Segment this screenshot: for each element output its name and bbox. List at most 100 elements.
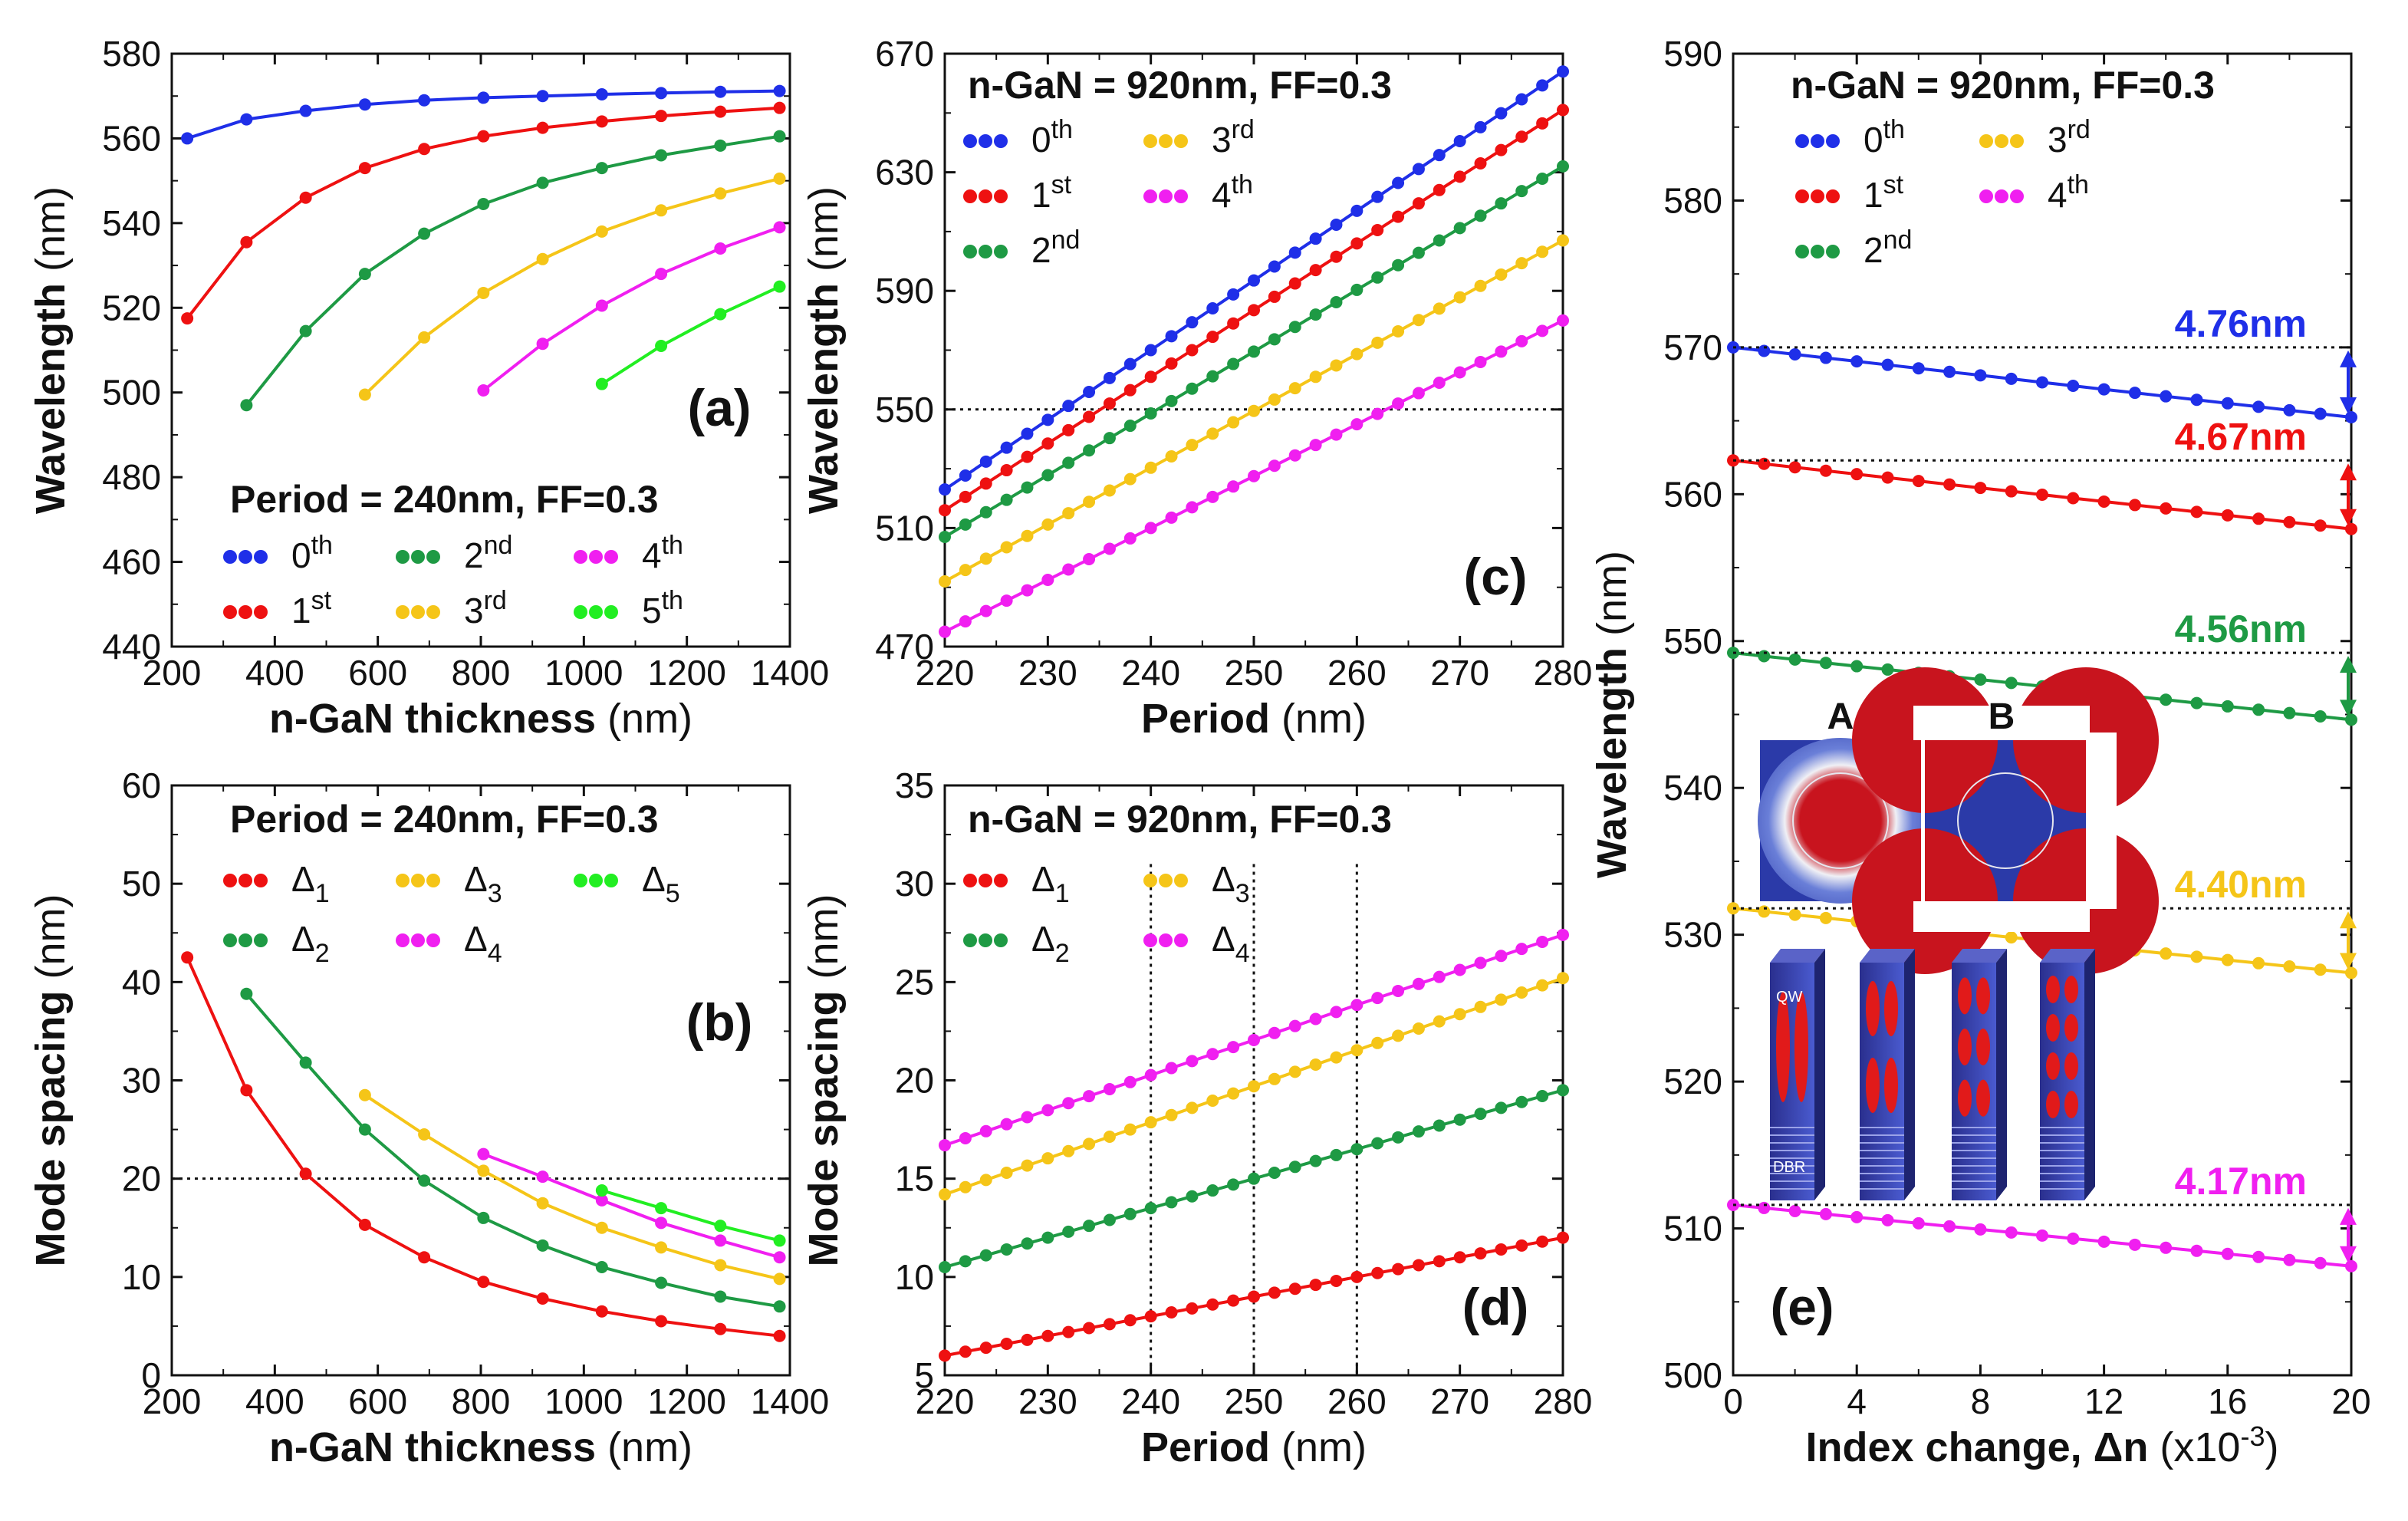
data-point [1041, 437, 1054, 450]
data-point [2160, 390, 2173, 403]
legend-marker [1811, 245, 1824, 258]
data-point [655, 339, 668, 352]
data-point [1536, 79, 1549, 92]
data-point [1819, 1207, 1832, 1220]
pillar-top-face [2040, 949, 2095, 963]
legend-marker [979, 874, 992, 887]
data-point [773, 1300, 786, 1313]
data-point [1227, 1087, 1240, 1100]
data-point [1392, 210, 1405, 223]
data-point [979, 604, 992, 617]
data-point [1062, 423, 1075, 436]
data-point [1248, 1172, 1260, 1185]
data-point [1412, 246, 1425, 259]
data-point [2252, 956, 2265, 970]
shift-label: 4.76nm [2175, 302, 2307, 345]
x-tick-label: 270 [1430, 653, 1489, 693]
data-point [1268, 1286, 1281, 1299]
data-point [1083, 444, 1096, 457]
data-point [1536, 1090, 1549, 1103]
data-point [1433, 1119, 1446, 1132]
data-point [595, 115, 608, 128]
mode-lobe [1866, 981, 1880, 1036]
data-point [1268, 1166, 1281, 1179]
data-point [1788, 908, 1801, 921]
data-point [1123, 1314, 1137, 1327]
data-point [1206, 370, 1219, 383]
shift-label: 4.56nm [2175, 607, 2307, 650]
series-Δ4 [939, 928, 1569, 1152]
mode-lobe [1794, 992, 1808, 1102]
data-point [1062, 1325, 1075, 1338]
legend-label: 3rd [1212, 115, 1255, 160]
data-point [1474, 956, 1487, 970]
data-point [1758, 344, 1771, 357]
data-point [1881, 471, 1894, 484]
y-tick-label: 50 [122, 864, 161, 904]
x-tick-label: 16 [2208, 1381, 2247, 1421]
data-point [1371, 407, 1384, 420]
data-point [1392, 1029, 1405, 1042]
data-point [2005, 677, 2018, 690]
legend-marker [1174, 933, 1188, 947]
data-point [1330, 1006, 1343, 1019]
data-point [2252, 400, 2265, 413]
data-point [299, 1056, 312, 1069]
data-point [1165, 1062, 1178, 1075]
legend-marker [396, 550, 410, 564]
x-tick-label: 260 [1327, 1381, 1387, 1421]
data-point [2160, 947, 2173, 960]
series-Δ1 [939, 1231, 1569, 1362]
series-line [245, 134, 780, 407]
y-tick-label: 560 [102, 118, 161, 158]
x-tick-label: 280 [1534, 653, 1593, 693]
legend-marker [426, 605, 440, 619]
legend-marker [604, 874, 618, 887]
data-point [1165, 1305, 1178, 1319]
data-point [1495, 107, 1508, 120]
data-point [536, 90, 549, 103]
annotation: Period = 240nm, FF=0.3 [230, 478, 659, 521]
data-point [1788, 653, 1801, 666]
data-point [595, 1305, 608, 1318]
data-point [714, 1322, 727, 1335]
data-point [1309, 439, 1322, 452]
data-point [1248, 274, 1260, 287]
data-point [1000, 1337, 1013, 1350]
data-point [1062, 1097, 1075, 1110]
legend-marker [396, 605, 410, 619]
data-point [1433, 149, 1446, 162]
panel-e: 0 4 8 12 16 20 500 510 520 530 540 550 560 570 580 590 I… [1589, 34, 2371, 1470]
series-0th [939, 65, 1569, 496]
y-tick-label: 460 [102, 542, 161, 582]
data-point [1515, 1095, 1528, 1108]
data-point [1495, 268, 1508, 281]
legend-label: 2nd [1864, 226, 1912, 270]
legend-marker [1159, 134, 1173, 148]
x-tick-label: 1200 [647, 653, 725, 693]
mode-b-mask-bottom [1913, 901, 2090, 932]
x-tick-label: 8 [1971, 1381, 1991, 1421]
data-point [773, 1234, 786, 1247]
panel-a: 200 400 600 800 1000 1200 1400 440 460 480 500 520 5… [28, 34, 829, 742]
y-tick-label: 540 [1663, 768, 1722, 808]
data-point [2190, 696, 2203, 709]
x-tick-label: 200 [143, 653, 202, 693]
data-point [1912, 362, 1925, 375]
data-point [1144, 1116, 1157, 1129]
series-4th [1727, 1198, 2357, 1272]
legend-marker [589, 874, 603, 887]
legend-entry: 2nd [963, 226, 1080, 270]
data-point [1974, 673, 1987, 686]
data-point [1433, 1255, 1446, 1268]
data-point [2221, 953, 2234, 966]
data-point [1881, 1213, 1894, 1226]
x-tick-label: 12 [2084, 1381, 2123, 1421]
data-point [959, 1255, 972, 1268]
y-tick-label: 35 [895, 765, 934, 805]
data-point [1350, 1270, 1364, 1283]
y-tick-label: 510 [1663, 1209, 1722, 1249]
data-point [1350, 347, 1364, 360]
data-point [477, 91, 490, 104]
data-point [2252, 512, 2265, 525]
